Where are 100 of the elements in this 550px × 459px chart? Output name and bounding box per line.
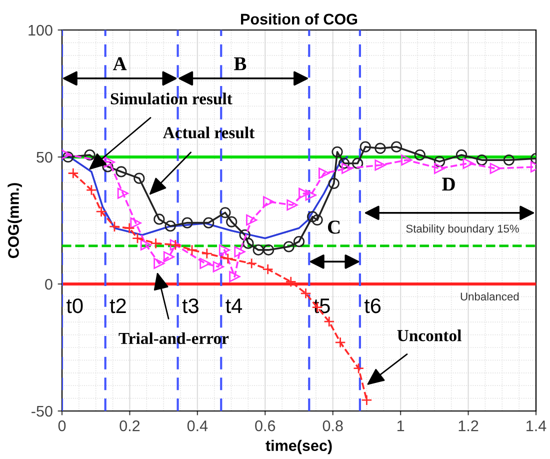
point <box>117 188 128 199</box>
x-tick-label: 1 <box>397 420 404 432</box>
point <box>462 158 474 169</box>
point <box>234 246 246 258</box>
annotation: A <box>113 57 127 70</box>
point <box>132 232 144 244</box>
point <box>229 271 240 282</box>
point <box>456 149 468 161</box>
point <box>62 151 74 163</box>
point <box>218 244 230 256</box>
point <box>200 258 211 269</box>
point <box>332 146 343 158</box>
point <box>104 156 115 168</box>
point <box>203 217 214 228</box>
point <box>262 244 274 256</box>
ref-line-label: Stability boundary 15% <box>406 224 519 235</box>
ref-line-label: t3 <box>182 298 198 314</box>
point <box>262 264 274 275</box>
point <box>102 161 114 172</box>
point <box>338 158 350 169</box>
point <box>374 160 386 171</box>
ref-line-label: t4 <box>226 298 242 314</box>
point <box>262 196 274 208</box>
point <box>246 214 258 226</box>
annotation: Uncontol <box>397 330 462 342</box>
point <box>312 214 323 226</box>
point <box>201 248 212 260</box>
point <box>150 238 162 249</box>
ref-line-label: Unbalanced <box>460 292 519 300</box>
ref-line-label: t6 <box>364 298 381 314</box>
point <box>352 158 364 169</box>
point <box>84 149 96 161</box>
x-tick-label: 0.2 <box>120 420 140 432</box>
point <box>212 261 224 272</box>
point <box>434 162 446 174</box>
annotation: B <box>234 57 246 70</box>
y-tick-label: 100 <box>28 24 52 36</box>
annotation: Simulation result <box>110 92 232 104</box>
point <box>306 211 318 222</box>
point <box>283 241 294 252</box>
point <box>318 168 330 179</box>
point <box>353 362 364 374</box>
point <box>68 168 79 179</box>
point <box>252 244 264 256</box>
point <box>226 216 238 228</box>
ref-line-label: t0 <box>66 298 83 314</box>
point <box>140 239 152 250</box>
x-tick-label: 1.2 <box>458 420 478 432</box>
point <box>246 258 258 269</box>
point <box>124 222 135 234</box>
point <box>342 162 353 174</box>
point <box>414 149 426 161</box>
point <box>293 236 305 248</box>
point <box>222 253 234 264</box>
point <box>116 166 127 178</box>
point <box>328 178 340 189</box>
chart-title: Position of COG <box>241 13 358 25</box>
x-axis-title: time(sec) <box>266 440 332 454</box>
point <box>490 162 501 174</box>
point <box>298 188 310 199</box>
x-tick-label: 0.6 <box>255 420 276 432</box>
point <box>96 206 107 218</box>
point <box>390 141 402 152</box>
point <box>182 217 193 228</box>
x-tick-label: 0.4 <box>187 420 208 432</box>
y-tick-label: 50 <box>36 152 52 163</box>
point <box>220 207 231 218</box>
x-tick-label: 1.4 <box>526 420 546 432</box>
point <box>86 184 98 196</box>
ref-line-label: t2 <box>110 298 126 314</box>
point <box>434 156 446 168</box>
point <box>163 251 175 262</box>
point <box>334 336 346 348</box>
y-tick-label: 0 <box>45 278 52 290</box>
point <box>503 154 514 166</box>
point <box>154 214 165 225</box>
x-tick-label: 0.8 <box>322 420 343 432</box>
point <box>305 190 316 201</box>
x-tick-label: 0 <box>58 420 66 432</box>
point <box>476 154 488 166</box>
point <box>286 199 298 211</box>
point <box>186 244 198 256</box>
point <box>300 288 312 299</box>
point <box>361 394 372 406</box>
annotation: C <box>328 220 340 234</box>
point <box>134 172 145 184</box>
point <box>285 276 296 288</box>
point <box>360 141 371 152</box>
y-axis-title: COG(mm.) <box>8 183 22 258</box>
point <box>401 154 412 166</box>
point <box>130 217 142 229</box>
annotation: D <box>442 178 455 191</box>
point <box>164 220 176 232</box>
point <box>374 142 386 154</box>
point <box>239 229 250 241</box>
point <box>108 221 120 232</box>
point <box>154 258 165 269</box>
y-tick-label: -50 <box>32 406 52 417</box>
point <box>242 238 254 249</box>
point <box>324 316 335 328</box>
